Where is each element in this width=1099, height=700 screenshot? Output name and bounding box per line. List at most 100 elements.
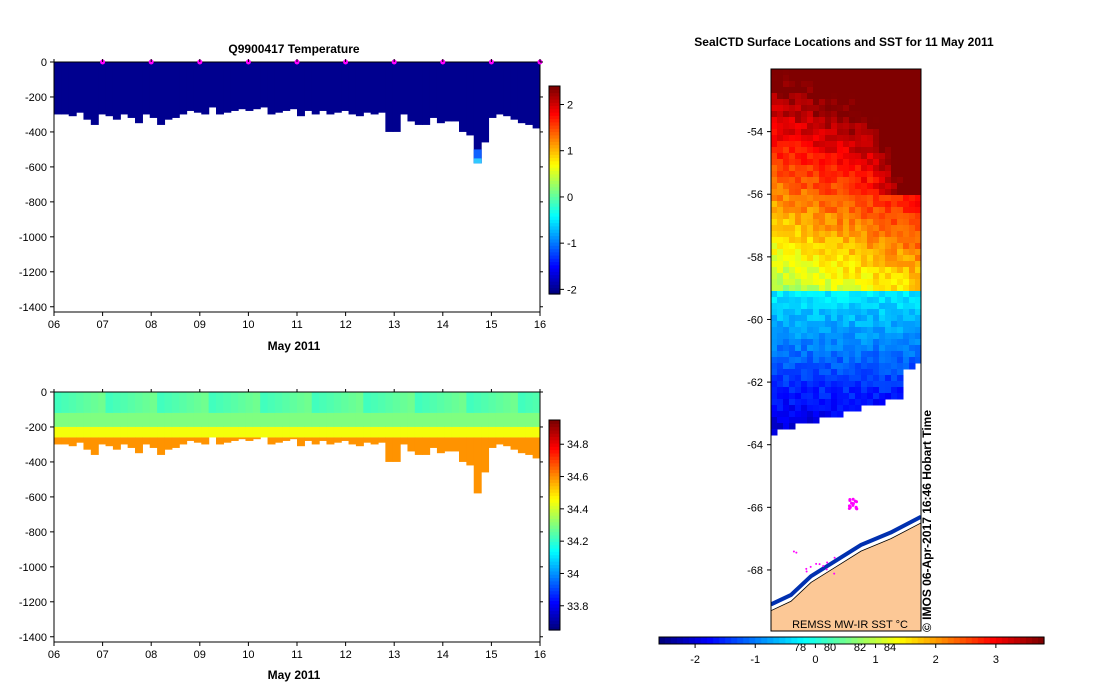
sst-cell <box>789 363 796 370</box>
salinity-cell <box>120 426 129 438</box>
colorbar-swatch <box>549 429 560 434</box>
sst-cell <box>867 279 874 286</box>
sst-cell <box>825 87 832 94</box>
sst-cell <box>795 309 802 316</box>
temperature-y-axis: 0-200-400-600-800-1000-1200-1400 <box>19 57 543 314</box>
salinity-cell <box>223 426 232 438</box>
sst-cell <box>843 141 850 148</box>
colorbar-swatch <box>1013 637 1021 644</box>
salinity-cell <box>68 437 77 447</box>
colorbar-swatch <box>995 637 1003 644</box>
sst-cell <box>819 363 826 370</box>
salinity-cell <box>459 437 467 462</box>
colorbar-swatch <box>695 637 702 644</box>
colorbar-swatch <box>549 167 560 172</box>
sst-cell <box>867 309 874 316</box>
sst-cell <box>897 357 904 364</box>
sst-cell <box>849 87 856 94</box>
sst-cell <box>849 321 856 328</box>
sst-cell <box>915 273 921 280</box>
sst-cell <box>867 375 874 382</box>
sst-cell <box>777 393 784 400</box>
sst-cell <box>783 165 790 172</box>
sst-cell <box>873 333 880 340</box>
colorbar-swatch <box>785 637 792 644</box>
colorbar-swatch <box>549 479 560 483</box>
colorbar-swatch <box>1019 637 1027 644</box>
sst-cell <box>813 321 820 328</box>
salinity-cell <box>76 426 85 438</box>
sst-cell <box>909 87 916 94</box>
sst-cell <box>873 75 880 82</box>
x-tick-label: 15 <box>485 319 497 331</box>
salinity-cell <box>83 412 92 427</box>
salinity-cell <box>127 426 136 438</box>
salinity-cell <box>112 412 121 427</box>
sst-cell <box>795 411 802 418</box>
sst-cell <box>897 387 904 394</box>
sst-cell <box>849 315 856 322</box>
profile-column <box>407 62 416 122</box>
sst-cell <box>771 183 778 190</box>
sst-cell <box>813 261 820 268</box>
salinity-cell <box>407 426 416 438</box>
sst-cell <box>771 399 778 406</box>
colorbar-swatch <box>549 498 560 503</box>
sst-cell <box>837 351 844 358</box>
sst-cell <box>813 363 820 370</box>
sst-cell <box>891 255 898 262</box>
sst-map-latitude-axis: -54-56-58-60-62-64-66-68 <box>747 127 771 577</box>
sst-cell <box>831 351 838 358</box>
colorbar-swatch <box>549 613 560 618</box>
salinity-cell <box>282 412 291 427</box>
sst-cell <box>855 339 862 346</box>
sst-cell <box>801 249 808 256</box>
sst-cell <box>789 351 796 358</box>
profile-column <box>355 62 364 117</box>
sst-cell <box>801 399 808 406</box>
sst-cell <box>909 351 916 358</box>
sst-cell <box>783 309 790 316</box>
colorbar-swatch <box>935 637 943 644</box>
sst-cell <box>843 219 850 226</box>
sst-cell <box>873 141 880 148</box>
sst-cell <box>801 315 808 322</box>
sst-cell <box>909 267 916 274</box>
salinity-cell <box>267 392 276 413</box>
sst-cell <box>885 93 892 100</box>
sst-cell <box>801 243 808 250</box>
colorbar-swatch <box>549 439 560 444</box>
sst-cell <box>867 381 874 388</box>
sst-cell <box>801 231 808 238</box>
colorbar-swatch <box>875 637 883 644</box>
salinity-cell <box>216 426 224 438</box>
x-tick-label: 09 <box>194 649 206 661</box>
salinity-cell <box>201 426 210 438</box>
sst-cell <box>903 207 910 214</box>
salinity-cell <box>481 426 490 438</box>
sst-cell <box>783 345 790 352</box>
sst-cell <box>783 177 790 184</box>
colorbar-fahrenheit-label: 78 <box>794 642 806 654</box>
colorbar-swatch <box>671 637 678 644</box>
sst-cell <box>885 153 892 160</box>
sst-cell <box>861 153 868 160</box>
sst-cell <box>897 345 904 352</box>
sst-cell <box>855 231 862 238</box>
sst-cell <box>861 105 868 112</box>
sst-cell <box>897 255 904 262</box>
salinity-cell <box>429 392 438 413</box>
salinity-cell <box>245 392 254 413</box>
colorbar-swatch <box>869 637 877 644</box>
sst-cell <box>891 261 898 268</box>
sst-cell <box>777 159 784 166</box>
sst-cell <box>903 153 910 160</box>
sst-cell <box>843 69 850 76</box>
sst-cell <box>843 303 850 310</box>
sst-cell <box>813 369 820 376</box>
sst-cell <box>861 321 868 328</box>
sst-cell <box>777 381 784 388</box>
sst-cell <box>789 111 796 118</box>
sst-cell <box>867 207 874 214</box>
